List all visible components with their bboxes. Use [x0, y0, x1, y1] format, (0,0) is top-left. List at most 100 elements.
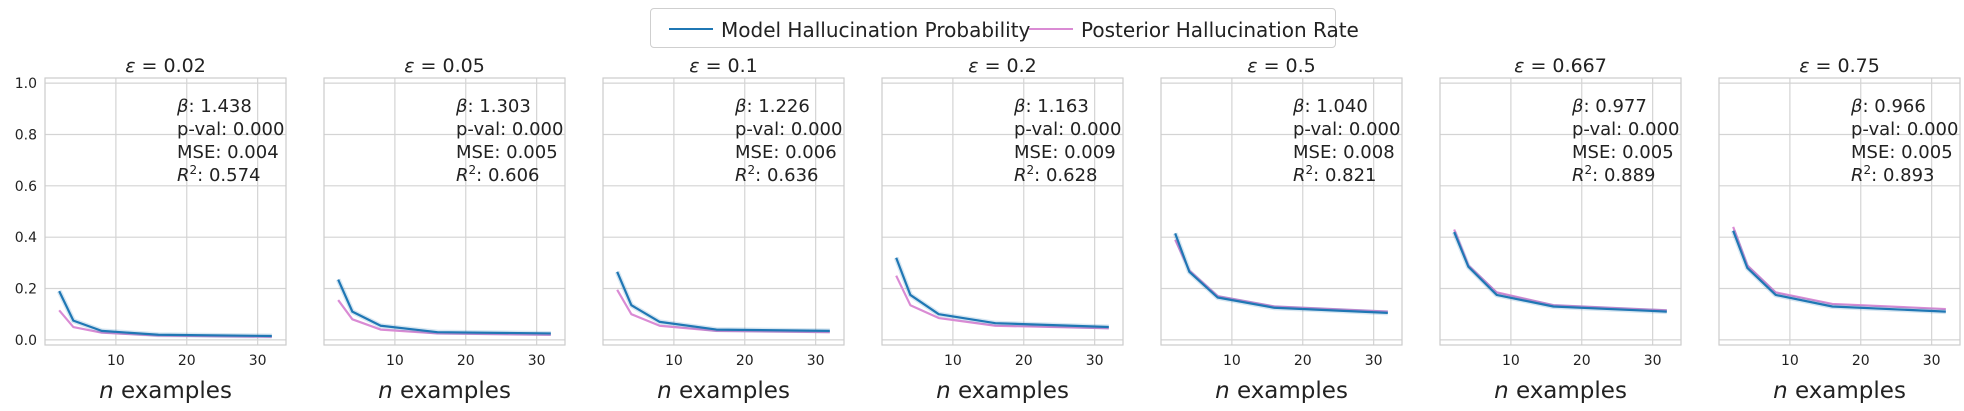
panel-6-frame	[1439, 77, 1682, 346]
panel-3-series-posterior-line	[616, 289, 830, 334]
panel-6-annotation-3: MSE: 0.005	[1572, 142, 1674, 163]
panel-4-series-posterior-line	[895, 275, 1109, 330]
panel-3-x-tick-label: 30	[807, 353, 825, 369]
y-tick-label: 0.2	[15, 282, 37, 298]
panel-2-x-tick-label: 10	[386, 353, 404, 369]
panel-5-frame	[1160, 77, 1403, 346]
panel-2-x-tick-label: 20	[457, 353, 475, 369]
panel-7-annotation-2: p-val: 0.000	[1851, 119, 1958, 140]
panel-3-x-tick-label: 20	[736, 353, 754, 369]
panel-1-x-tick-label: 10	[107, 353, 125, 369]
panel-2-frame	[323, 77, 566, 346]
panel-6-x-tick-label: 30	[1644, 353, 1662, 369]
panel-7-frame	[1718, 77, 1961, 346]
panel-7-x-axis-label: n examples	[1773, 378, 1906, 404]
panel-7-series-model-line	[1732, 230, 1946, 313]
panel-2-annotation-2: p-val: 0.000	[456, 119, 563, 140]
y-tick-label: 0.6	[15, 179, 37, 195]
panel-2-title: ε = 0.05	[404, 55, 485, 77]
panel-1-annotation-1: β: 1.438	[176, 96, 252, 117]
panel-7-x-tick-label: 20	[1852, 353, 1870, 369]
panel-7-x-tick-label: 30	[1923, 353, 1941, 369]
panel-6-x-tick-label: 10	[1502, 353, 1520, 369]
panel-7-annotation-1: β: 0.966	[1850, 96, 1926, 117]
panel-6-series-posterior-line	[1453, 229, 1667, 312]
panel-5-annotation-2: p-val: 0.000	[1293, 119, 1400, 140]
panel-1-series-model-band	[56, 290, 272, 339]
panel-1-x-axis-label: n examples	[99, 378, 232, 404]
panel-4-annotation-4: R2: 0.628	[1014, 163, 1097, 186]
panel-3-series-model-line	[616, 271, 830, 332]
panel-4-annotation-3: MSE: 0.009	[1014, 142, 1116, 163]
panel-3-title: ε = 0.1	[689, 55, 758, 77]
y-tick-label: 0.0	[15, 333, 37, 349]
panel-5-x-tick-label: 30	[1365, 353, 1383, 369]
legend-swatch-posterior	[1029, 28, 1073, 30]
panel-5-x-tick-label: 20	[1294, 353, 1312, 369]
panel-2-x-axis-label: n examples	[378, 378, 511, 404]
panel-6-x-tick-label: 20	[1573, 353, 1591, 369]
panel-2-series-model-line	[337, 279, 551, 335]
legend-label-model: Model Hallucination Probability	[721, 18, 1031, 42]
panel-3-annotation-3: MSE: 0.006	[735, 142, 837, 163]
legend-swatch-model	[669, 28, 713, 30]
panel-3-annotation-4: R2: 0.636	[735, 163, 818, 186]
panel-6-title: ε = 0.667	[1514, 55, 1607, 77]
panel-3-frame	[602, 77, 845, 346]
panel-4-annotation-1: β: 1.163	[1013, 96, 1089, 117]
panel-5-series-model-line	[1174, 232, 1388, 315]
panel-2-annotation-4: R2: 0.606	[456, 163, 539, 186]
panel-7-series-model-band	[1730, 229, 1946, 315]
panel-2-annotation-3: MSE: 0.005	[456, 142, 558, 163]
panel-5-x-tick-label: 10	[1223, 353, 1241, 369]
panel-1-annotation-3: MSE: 0.004	[177, 142, 279, 163]
panel-6-annotation-4: R2: 0.889	[1572, 163, 1655, 186]
panel-3-annotation-2: p-val: 0.000	[735, 119, 842, 140]
panel-5-x-axis-label: n examples	[1215, 378, 1348, 404]
panel-4-series-model-line	[895, 257, 1109, 329]
panel-1-series-model-line	[58, 290, 272, 338]
panel-3-annotation-1: β: 1.226	[734, 96, 810, 117]
panel-7-title: ε = 0.75	[1799, 55, 1880, 77]
panel-4-annotation-2: p-val: 0.000	[1014, 119, 1121, 140]
panel-6-annotation-2: p-val: 0.000	[1572, 119, 1679, 140]
panel-5-series-posterior-line	[1174, 239, 1388, 313]
panel-6-series-model-band	[1451, 231, 1667, 315]
panel-1-annotation-4: R2: 0.574	[177, 163, 260, 186]
panel-1-x-tick-label: 30	[249, 353, 267, 369]
panel-6-annotation-1: β: 0.977	[1571, 96, 1647, 117]
panel-5-annotation-1: β: 1.040	[1292, 96, 1368, 117]
panel-4-series-model-band	[893, 256, 1109, 330]
panel-4-x-tick-label: 30	[1086, 353, 1104, 369]
panel-5-series-model-band	[1172, 232, 1388, 316]
panel-2-x-tick-label: 30	[528, 353, 546, 369]
legend: Model Hallucination Probability Posterio…	[650, 8, 1359, 48]
panel-4-title: ε = 0.2	[968, 55, 1037, 77]
panel-7-annotation-4: R2: 0.893	[1851, 163, 1934, 186]
panel-4-x-tick-label: 10	[944, 353, 962, 369]
y-tick-label: 0.8	[15, 127, 37, 143]
y-tick-label: 0.4	[15, 230, 37, 246]
panel-7-x-tick-label: 10	[1781, 353, 1799, 369]
panel-4-x-axis-label: n examples	[936, 378, 1069, 404]
legend-label-posterior: Posterior Hallucination Rate	[1081, 18, 1359, 42]
panel-5-annotation-3: MSE: 0.008	[1293, 142, 1395, 163]
panel-1-title: ε = 0.02	[125, 55, 206, 77]
panel-6-x-axis-label: n examples	[1494, 378, 1627, 404]
panel-2-series-posterior-line	[337, 299, 551, 336]
panel-3-x-axis-label: n examples	[657, 378, 790, 404]
panel-4-frame	[881, 77, 1124, 346]
panel-5-annotation-4: R2: 0.821	[1293, 163, 1376, 186]
panel-5-title: ε = 0.5	[1247, 55, 1316, 77]
panel-7-series-posterior-line	[1732, 226, 1946, 311]
panel-4-x-tick-label: 20	[1015, 353, 1033, 369]
panel-6-series-model-line	[1453, 231, 1667, 313]
panel-1-annotation-2: p-val: 0.000	[177, 119, 284, 140]
panel-1-frame	[44, 77, 287, 346]
panel-1-x-tick-label: 20	[178, 353, 196, 369]
panel-3-x-tick-label: 10	[665, 353, 683, 369]
panel-2-annotation-1: β: 1.303	[455, 96, 531, 117]
panel-7-annotation-3: MSE: 0.005	[1851, 142, 1953, 163]
y-tick-label: 1.0	[15, 76, 37, 92]
